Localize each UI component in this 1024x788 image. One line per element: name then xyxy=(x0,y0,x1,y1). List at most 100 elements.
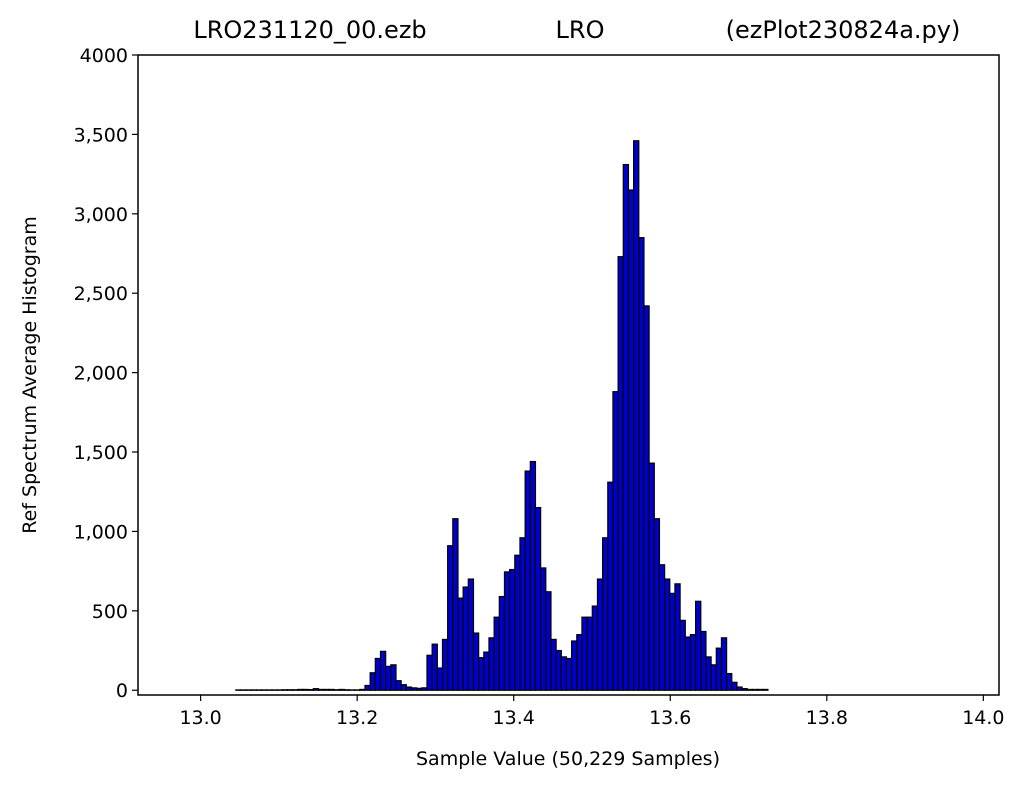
histogram-bar xyxy=(633,140,640,691)
y-tick-label: 2,000 xyxy=(74,363,128,385)
histogram-bar xyxy=(447,545,454,691)
x-tick-label: 14.0 xyxy=(962,707,1004,729)
y-tick-label: 3,000 xyxy=(74,204,128,226)
histogram-bar xyxy=(534,507,542,691)
histogram-bar xyxy=(705,656,712,691)
histogram-bar xyxy=(762,688,769,691)
histogram-bar xyxy=(395,680,402,691)
histogram-bar xyxy=(519,537,526,691)
histogram-bar xyxy=(462,586,469,691)
histogram-bar xyxy=(483,651,490,691)
histogram-bar xyxy=(307,688,314,691)
histogram-bar xyxy=(602,537,609,691)
histogram-bar xyxy=(452,518,459,691)
histogram-bar xyxy=(467,578,475,691)
chart-title-filename: LRO231120_00.ezb xyxy=(193,16,426,44)
histogram-bar xyxy=(565,657,573,691)
histogram-bar xyxy=(591,605,599,691)
histogram-bar xyxy=(524,470,531,691)
y-tick-label: 1,500 xyxy=(74,442,128,464)
histogram-bar xyxy=(627,189,635,691)
histogram-bar xyxy=(658,564,666,691)
plot-frame xyxy=(137,54,1000,696)
histogram-bar xyxy=(700,630,707,691)
histogram-bar xyxy=(405,686,413,691)
histogram-bar xyxy=(503,571,511,691)
histogram-bar xyxy=(571,640,578,691)
histogram-bar xyxy=(478,657,485,691)
histogram-bar xyxy=(726,672,733,691)
y-tick-label: 500 xyxy=(92,601,128,623)
histogram-bar xyxy=(720,637,728,691)
x-tick-label: 13.8 xyxy=(806,707,848,729)
x-tick-label: 13.4 xyxy=(493,707,535,729)
histogram-bar xyxy=(436,667,444,691)
histogram-bar xyxy=(746,688,754,691)
histogram-bar xyxy=(297,688,304,691)
histogram-bar xyxy=(607,481,614,691)
histogram-bar xyxy=(638,237,645,691)
histogram-bar xyxy=(514,554,521,691)
histogram-bar xyxy=(302,688,309,691)
histogram-bars xyxy=(235,140,769,691)
histogram-bar xyxy=(338,688,345,691)
histogram-bar xyxy=(431,643,438,691)
histogram-bar xyxy=(457,597,464,691)
histogram-bar xyxy=(674,583,681,691)
y-tick-label: 3,500 xyxy=(74,124,128,146)
histogram-bar xyxy=(596,578,604,691)
y-tick-label: 2,500 xyxy=(74,283,128,305)
histogram-bar xyxy=(741,688,748,691)
histogram-bar xyxy=(410,687,418,691)
y-tick-label: 0 xyxy=(116,680,128,702)
histogram-bar xyxy=(643,305,650,691)
histogram-bar xyxy=(441,638,449,691)
histogram-bar xyxy=(757,688,764,691)
histogram-bar xyxy=(509,568,516,691)
histogram-bar xyxy=(731,681,738,691)
histogram-bar xyxy=(648,462,655,691)
y-axis-ticks: 0 500 1,000 1,500 2,000 2,500 3,000 3,500 4000 xyxy=(74,45,138,702)
histogram-bar xyxy=(710,664,717,691)
histogram-bar xyxy=(586,616,593,691)
y-tick-label: 1,000 xyxy=(74,521,128,543)
histogram-bar xyxy=(736,686,743,691)
histogram-bar xyxy=(385,665,392,691)
histogram-bar xyxy=(622,163,630,691)
histogram-bar xyxy=(493,616,500,691)
histogram-bar xyxy=(689,634,697,691)
histogram-bar xyxy=(359,688,366,691)
y-axis-label: Ref Spectrum Average Histogram xyxy=(19,216,41,534)
histogram-bar xyxy=(612,391,619,691)
histogram-bar xyxy=(400,684,407,691)
histogram-bar xyxy=(576,634,583,691)
histogram-bar xyxy=(751,688,759,691)
histogram-bar xyxy=(617,256,624,691)
x-tick-label: 13.2 xyxy=(336,707,378,729)
histogram-bar xyxy=(323,688,330,691)
x-tick-label: 13.0 xyxy=(179,707,221,729)
histogram-bar xyxy=(369,672,376,691)
chart-title-script: (ezPlot230824a.py) xyxy=(726,16,961,44)
histogram-bar xyxy=(379,650,387,691)
histogram-bar xyxy=(390,664,397,691)
histogram-bar xyxy=(529,460,537,691)
histogram-bar xyxy=(669,592,676,691)
y-tick-label: 4000 xyxy=(80,45,128,67)
histogram-bar xyxy=(715,647,723,691)
histogram-bar xyxy=(684,636,692,691)
histogram-bar xyxy=(540,567,547,691)
histogram-bar xyxy=(695,600,702,691)
x-axis-ticks: 13.0 13.2 13.4 13.6 13.8 14.0 xyxy=(179,695,1005,729)
histogram-bar xyxy=(664,578,671,691)
histogram-bar xyxy=(488,637,495,691)
histogram-bar xyxy=(581,616,588,691)
histogram-bar xyxy=(653,518,661,691)
histogram-bar xyxy=(472,632,480,691)
histogram-bar xyxy=(560,656,568,691)
histogram-bar xyxy=(328,688,335,691)
histogram-bar xyxy=(550,638,557,691)
x-axis-label: Sample Value (50,229 Samples) xyxy=(416,748,720,770)
histogram-bar xyxy=(374,657,382,691)
